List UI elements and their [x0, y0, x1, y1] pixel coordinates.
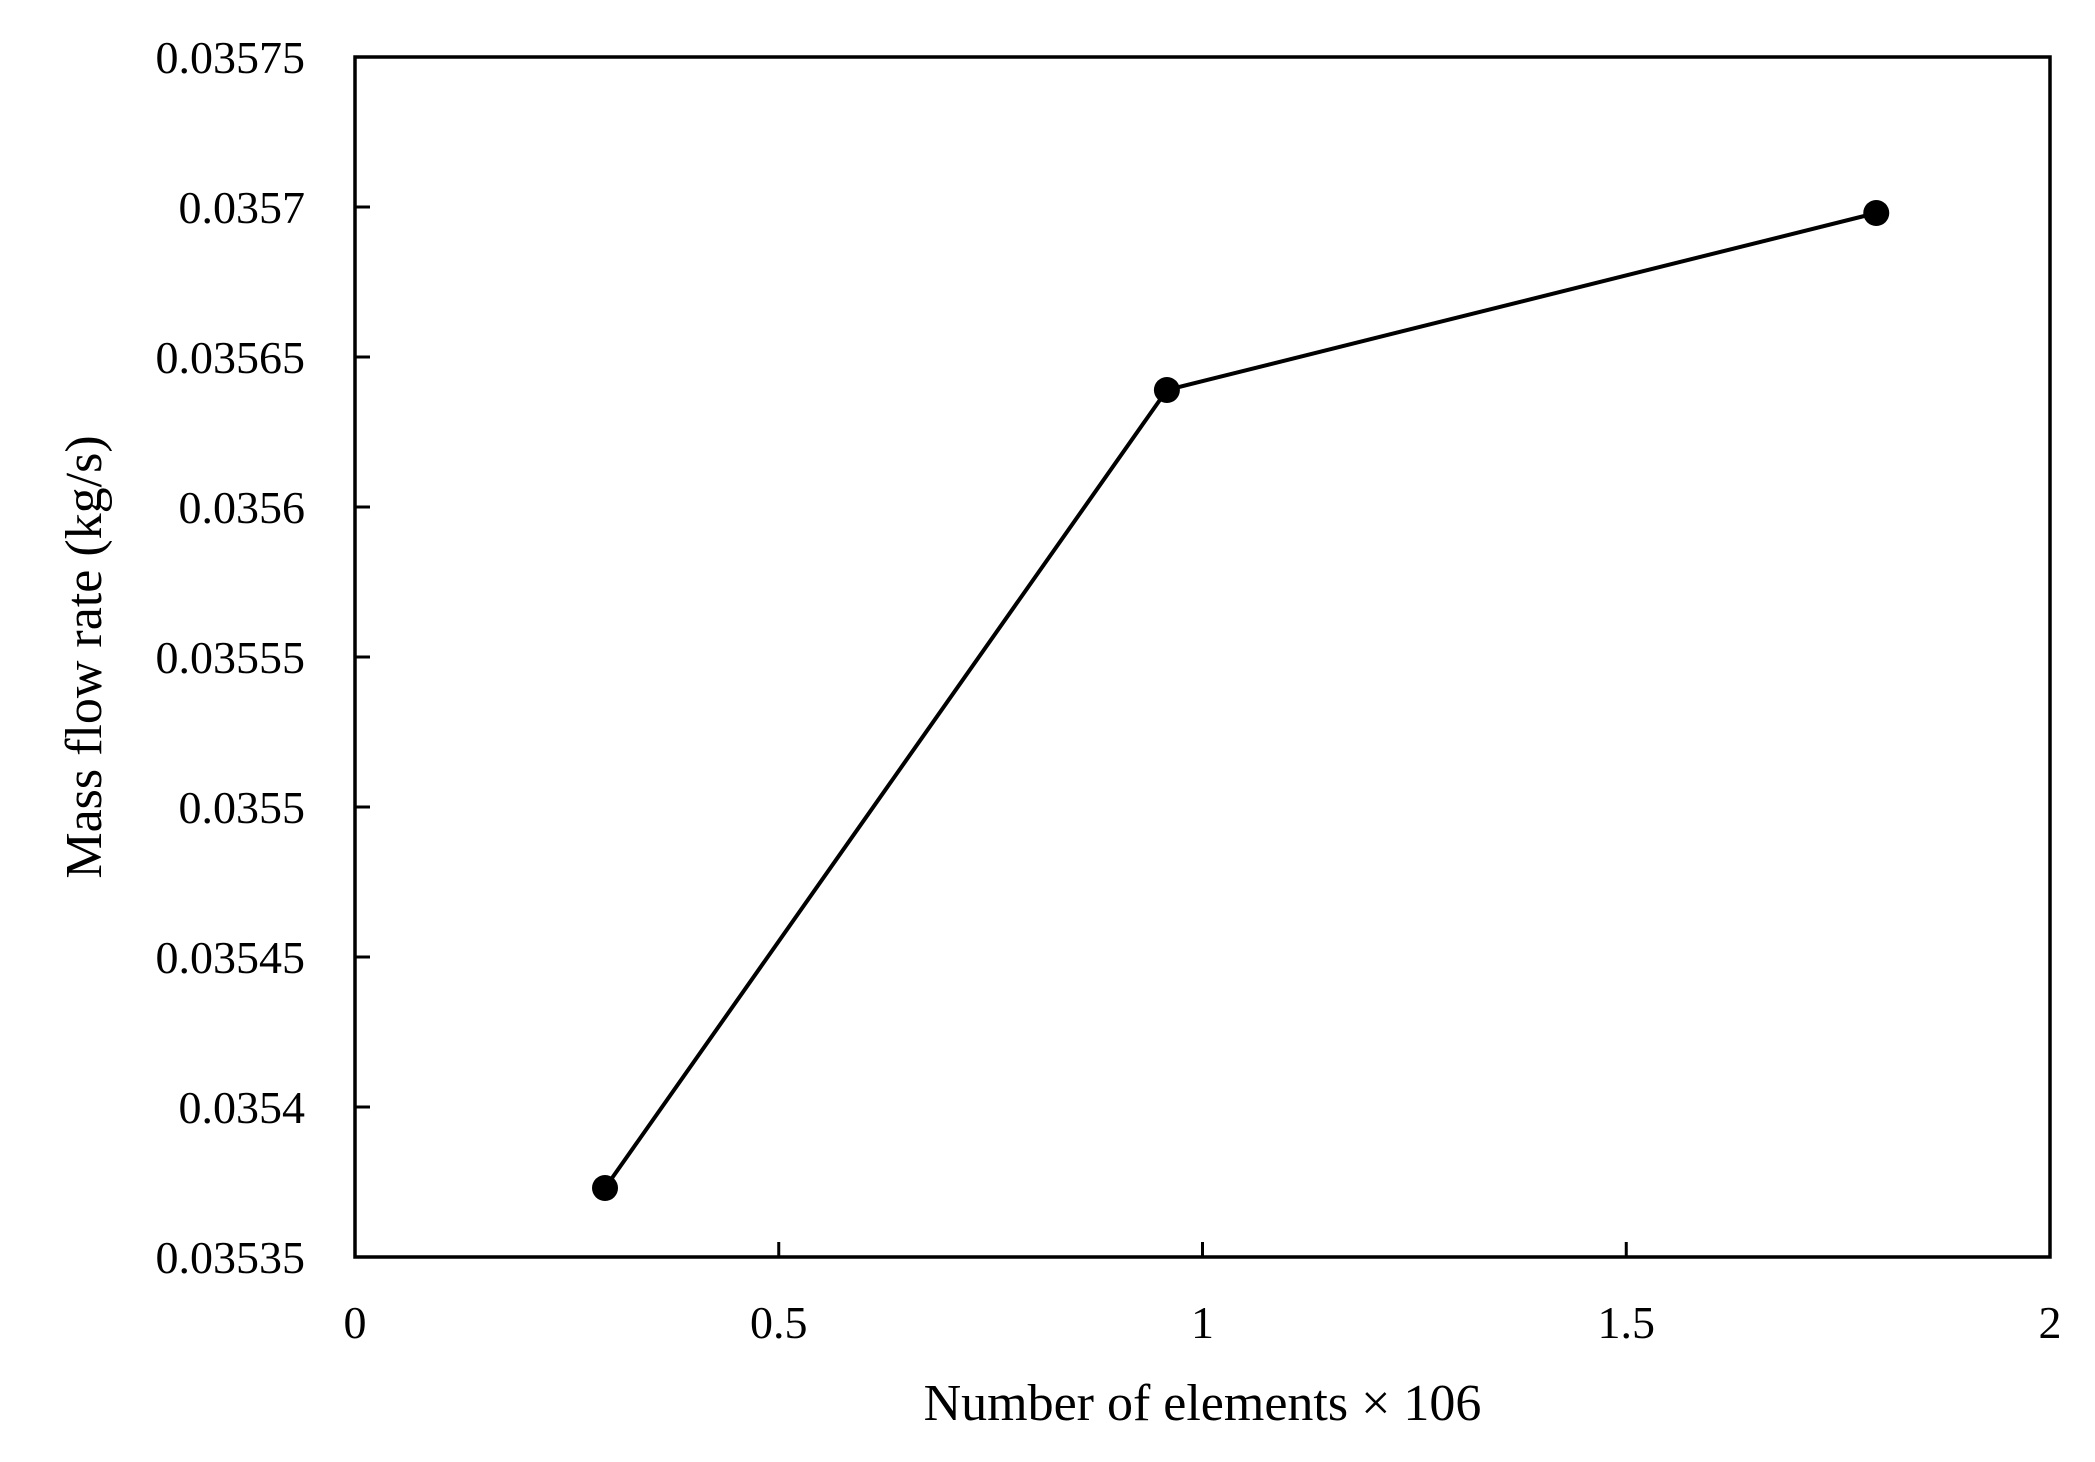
- x-tick-label: 0: [344, 1297, 367, 1348]
- data-point: [592, 1175, 619, 1201]
- y-tick-label: 0.03545: [156, 932, 306, 983]
- y-tick-label: 0.03565: [156, 332, 306, 383]
- series-layer: [592, 200, 1890, 1201]
- x-axis-title: Number of elements × 106: [924, 1375, 1482, 1432]
- y-tick-label: 0.0355: [179, 782, 306, 833]
- y-tick-label: 0.03555: [156, 632, 306, 683]
- y-tick-label: 0.0356: [179, 482, 306, 533]
- x-tick-label: 1.5: [1598, 1297, 1656, 1348]
- axis-ticks: [353, 55, 2052, 1259]
- series-line: [603, 211, 1877, 1190]
- y-axis-title: Mass flow rate (kg/s): [56, 435, 113, 878]
- x-tick-label: 0.5: [750, 1297, 808, 1348]
- y-tick-label: 0.03535: [156, 1232, 306, 1283]
- y-tick-label: 0.03575: [156, 32, 306, 83]
- x-tick-label: 2: [2039, 1297, 2062, 1348]
- data-point: [1153, 377, 1180, 403]
- tick-labels: 0.03535 0.0354 0.03545 0.0355 0.03555 0.0356 0…: [156, 32, 2062, 1348]
- y-tick-label: 0.0357: [179, 182, 306, 233]
- data-point: [1863, 200, 1890, 226]
- x-tick-label: 1: [1191, 1297, 1214, 1348]
- y-tick-label: 0.0354: [179, 1082, 306, 1133]
- plot-frame: [353, 55, 2052, 1259]
